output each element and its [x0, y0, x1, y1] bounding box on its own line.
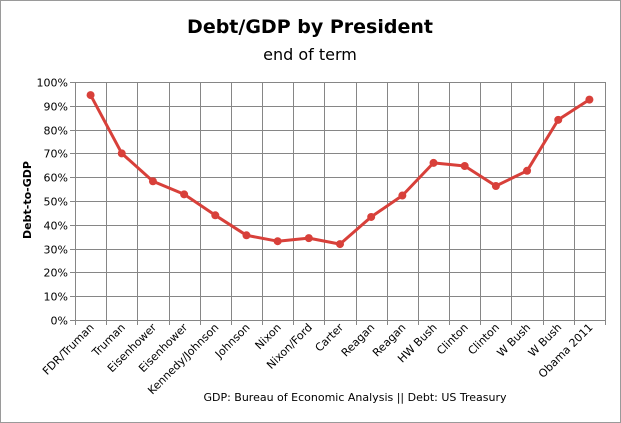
data-point [273, 237, 282, 246]
y-tick-label: 60% [44, 172, 68, 185]
y-tick-label: 0% [51, 315, 68, 328]
data-point [554, 115, 563, 124]
data-point [491, 182, 500, 191]
data-point [429, 158, 438, 167]
y-tick-label: 50% [44, 196, 68, 209]
y-tick-label: 20% [44, 267, 68, 280]
x-tick-label: Reagan [339, 321, 377, 359]
series-line [89, 94, 591, 246]
data-point [180, 190, 189, 199]
y-tick-label: 40% [44, 220, 68, 233]
y-axis-label: Debt-to-GDP [21, 161, 34, 239]
data-point [148, 177, 157, 186]
data-point [336, 240, 344, 249]
data-point [304, 234, 313, 243]
source-note: GDP: Bureau of Economic Analysis || Debt… [203, 391, 507, 404]
data-point [398, 191, 407, 200]
x-tick-label: FDR/Truman [40, 321, 97, 378]
data-point [242, 231, 251, 240]
data-point [86, 91, 95, 100]
x-tick-label: Clinton [434, 321, 471, 358]
y-tick-label: 10% [44, 291, 68, 304]
chart-title: Debt/GDP by President [187, 16, 433, 38]
data-point [117, 149, 126, 158]
chart-subtitle: end of term [263, 45, 357, 64]
data-point [523, 166, 532, 175]
y-tick-label: 30% [44, 244, 68, 257]
y-tick-label: 80% [44, 125, 68, 138]
y-tick-label: 100% [37, 77, 68, 90]
y-tick-label: 70% [44, 148, 68, 161]
data-point [211, 211, 220, 220]
data-point [367, 212, 376, 221]
data-point [585, 95, 594, 104]
x-tick-label: W Bush [495, 321, 534, 360]
y-tick-label: 90% [44, 101, 68, 114]
data-point [460, 162, 469, 171]
